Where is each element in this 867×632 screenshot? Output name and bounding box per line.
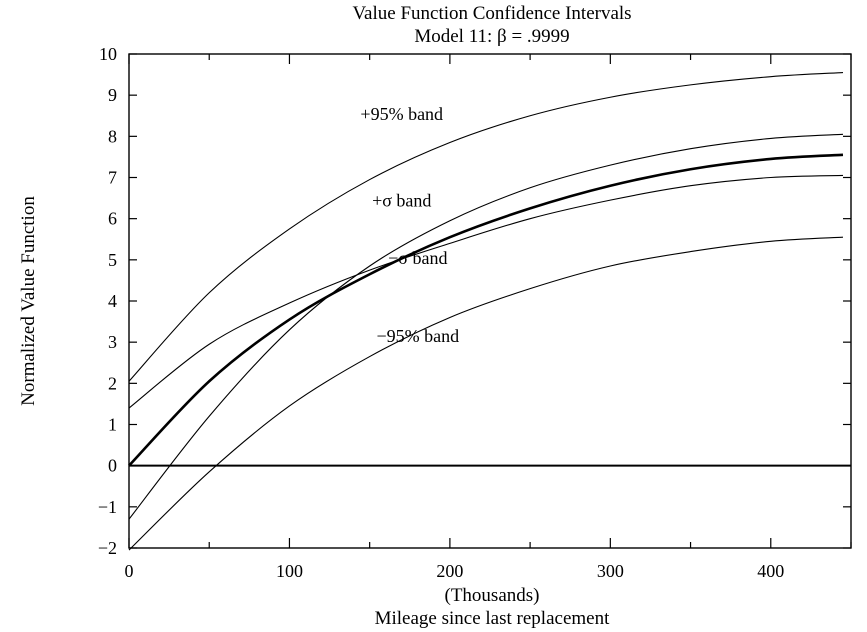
x-tick-label: 200: [436, 561, 463, 581]
y-tick-label: 3: [108, 332, 117, 352]
series-line-minus95: [128, 236, 844, 551]
series-line-minussigma: [128, 174, 843, 409]
series-line-plus95: [128, 71, 844, 382]
y-tick-label: 8: [108, 126, 117, 146]
band-label: −σ band: [388, 248, 447, 268]
y-tick-label: 4: [108, 291, 117, 311]
x-tick-label: 400: [757, 561, 784, 581]
band-label: +95% band: [360, 104, 443, 124]
y-tick-label: 7: [108, 168, 117, 188]
x-tick-label: 100: [276, 561, 303, 581]
band-label: −95% band: [376, 326, 459, 346]
x-tick-label: 0: [125, 561, 134, 581]
y-tick-label: −2: [98, 538, 117, 558]
x-axis-unit: (Thousands): [445, 585, 540, 606]
x-axis-label: Mileage since last replacement: [375, 608, 610, 629]
y-tick-label: 5: [108, 250, 117, 270]
y-tick-label: 10: [99, 44, 117, 64]
y-axis-label: Normalized Value Function: [18, 196, 39, 406]
y-tick-label: 9: [108, 85, 117, 105]
y-tick-label: 0: [108, 456, 117, 476]
series-layer: [128, 71, 844, 551]
band-annotations: +95% band +σ band −σ band −95% band: [360, 104, 459, 346]
x-tick-label: 300: [597, 561, 624, 581]
y-tick-labels: −2 −1 0 1 2 3 4 5 6 7 8 9 10: [98, 44, 117, 558]
x-tick-labels: 0 100 200 300 400: [125, 561, 785, 581]
y-tick-label: 1: [108, 415, 117, 435]
series-line-estimate: [128, 153, 844, 467]
band-label: +σ band: [372, 190, 431, 210]
y-tick-label: −1: [98, 497, 117, 517]
chart-title: Value Function Confidence Intervals: [352, 3, 631, 24]
y-tick-label: 2: [108, 373, 117, 393]
chart-subtitle: Model 11: β = .9999: [414, 26, 569, 47]
y-tick-label: 6: [108, 209, 117, 229]
series-line-plussigma: [128, 133, 844, 520]
axis-ticks: [128, 53, 852, 549]
